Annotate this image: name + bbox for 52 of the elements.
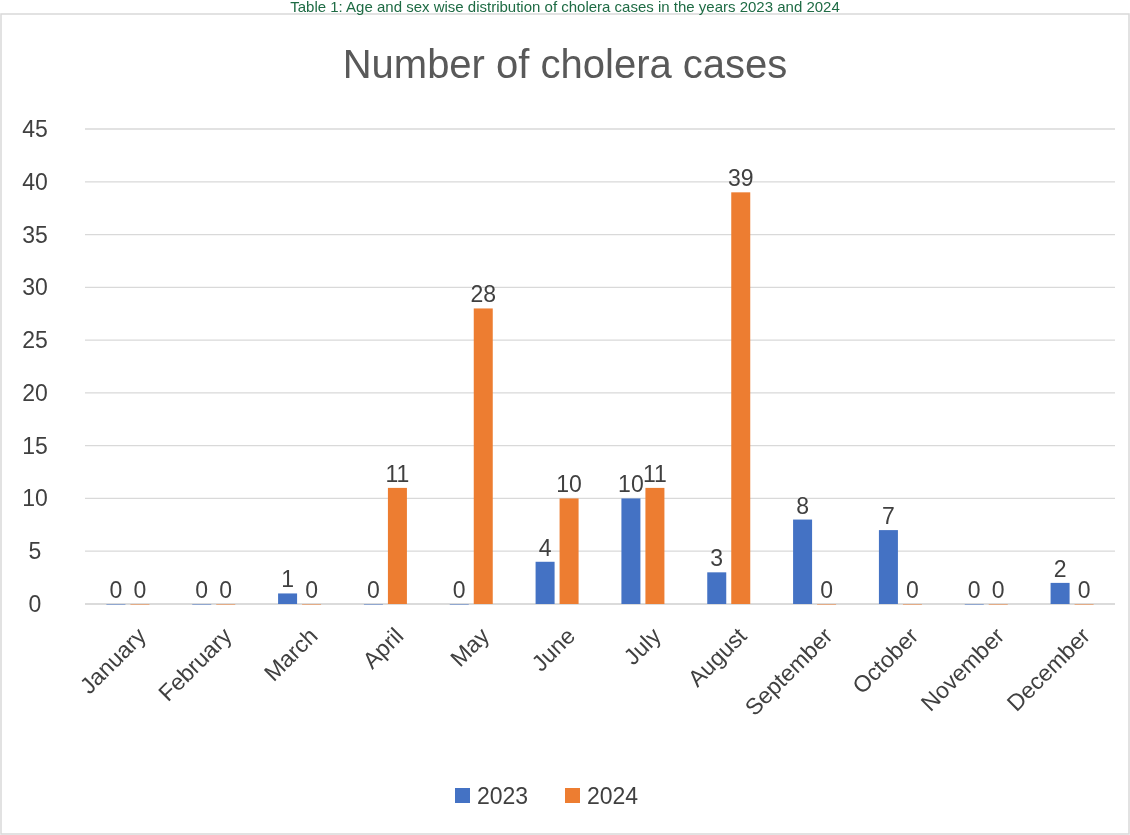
data-label: 10 [556,471,582,498]
bar [559,498,579,604]
data-label: 0 [195,577,209,603]
chart-title: Number of cholera cases [342,42,788,86]
bar [621,498,641,604]
data-label: 1 [281,566,294,593]
data-label: 8 [796,492,809,519]
bar [1050,582,1070,604]
x-tick-label: May [445,622,495,672]
data-label: 7 [882,503,895,530]
data-label: 4 [538,534,552,561]
data-label: 11 [642,460,667,487]
legend-label: 2023 [477,783,529,810]
data-label: 0 [219,577,233,603]
data-label: 0 [452,577,466,603]
legend-label: 2024 [587,783,639,810]
bar [278,593,298,604]
data-label: 0 [906,577,919,603]
y-tick-label: 5 [28,538,42,565]
bar [473,308,493,604]
bar [793,519,813,604]
bar [731,192,751,604]
y-tick-label: 10 [22,485,48,512]
y-tick-label: 15 [22,432,48,459]
y-tick-label: 35 [22,221,48,248]
data-label: 0 [109,577,123,603]
data-label: 11 [385,460,410,487]
data-label: 39 [727,165,754,192]
y-tick-label: 40 [22,168,48,195]
data-label: 0 [367,577,380,603]
data-label: 0 [967,577,981,603]
data-label: 10 [618,471,644,498]
x-tick-label: July [618,622,667,670]
caption: Table 1: Age and sex wise distribution of cholera cases in the years 2023 and 2024 [290,0,840,15]
data-label: 0 [305,577,318,603]
data-label: 28 [470,281,497,308]
y-tick-label: 30 [22,274,48,301]
y-tick-label: 25 [22,327,48,354]
bar [387,487,407,604]
y-tick-label: 0 [28,591,42,618]
bar [535,561,555,604]
bar [707,572,727,604]
bar [878,530,898,604]
data-label: 0 [991,577,1005,603]
y-tick-label: 20 [22,379,48,406]
data-label: 0 [133,577,147,603]
data-label: 0 [1077,577,1091,603]
data-label: 2 [1053,555,1067,582]
y-tick-label: 45 [22,116,48,143]
bar [645,487,665,604]
data-label: 0 [820,577,833,603]
data-label: 3 [710,545,724,572]
